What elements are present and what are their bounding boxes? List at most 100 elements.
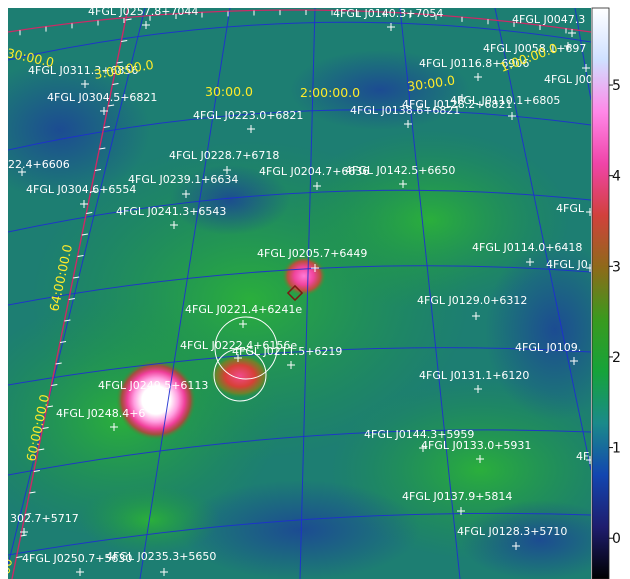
catalog-source[interactable]: 4FGL J0311.3+6856 xyxy=(28,64,138,88)
source-label: 4FGL J0250.7+5630 xyxy=(22,552,132,565)
catalog-source[interactable]: 4FGL J0144.3+5959 xyxy=(364,428,474,452)
source-label: 4FGL J0133.0+5931 xyxy=(421,439,531,452)
source-label: 4FGL J0138.6+6821 xyxy=(350,104,460,117)
tsmap-image: 4FGL J0257.8+7044 4FGL J0140.3+7054 4FGL J… xyxy=(0,5,630,579)
catalog-source[interactable]: 4FGL J0235.3+5650 xyxy=(106,550,216,576)
catalog-source[interactable]: 302.7+5717 xyxy=(10,512,79,536)
source-label: 4FGL J0304.5+6821 xyxy=(47,91,157,104)
source-label: 4FGL J0304.6+6554 xyxy=(26,183,136,196)
source-label: 4FGL J0 xyxy=(546,258,588,271)
colorbar-tick-label: 4 xyxy=(612,169,621,185)
catalog-source[interactable]: 4FGL J0248.4+6 xyxy=(56,407,145,431)
source-label: 4FGL J0248.4+6 xyxy=(56,407,145,420)
source-label: 4F xyxy=(576,450,589,463)
target-diamond-marker xyxy=(286,284,304,302)
catalog-source[interactable]: 4FGL J0228.7+6718 xyxy=(169,149,279,174)
catalog-source[interactable]: 4FGL J0128.3+5710 xyxy=(457,525,567,550)
source-label: 4FGL J0311.3+6856 xyxy=(28,64,138,77)
source-label: 4FGL J0223.0+6821 xyxy=(193,109,303,122)
catalog-source[interactable]: 4FGL J0250.7+5630 xyxy=(22,552,132,576)
catalog-source[interactable]: 4FGL J0241.3+6543 xyxy=(116,205,226,229)
source-label: 4FGL J0137.9+5814 xyxy=(402,490,512,503)
source-label: 4FGL J0228.7+6718 xyxy=(169,149,279,162)
coordinate-label: 00 xyxy=(0,557,15,576)
source-label: 4FGL J0257.8+7044 xyxy=(88,5,198,18)
colorbar: 0 1 2 3 4 5 xyxy=(591,7,621,579)
catalog-source[interactable]: 4FGL J0304.6+6554 xyxy=(26,183,136,208)
declination-ticked-line xyxy=(11,8,129,579)
coordinate-label: 30:00.0 xyxy=(406,72,456,94)
catalog-source[interactable]: 4FGL J0 xyxy=(546,258,594,272)
catalog-source[interactable]: 4FGL J0221.4+6241e xyxy=(185,303,302,328)
catalog-source[interactable]: 4FGL J0222.4+6156e xyxy=(180,339,297,362)
source-label: 22.4+6606 xyxy=(8,158,70,171)
catalog-source[interactable]: 4FGL J0057.5+6 xyxy=(544,64,630,86)
catalog-source[interactable]: 4FGL J0131.1+6120 xyxy=(419,369,529,393)
catalog-source[interactable]: 4FGL J0133.0+5931 xyxy=(421,439,531,463)
source-label: 4FGL J0128.2+6821 xyxy=(402,98,512,111)
catalog-source[interactable]: 4FGL J0138.6+6821 xyxy=(350,104,460,128)
catalog-source[interactable]: 4FGL J0205.7+6449 xyxy=(257,247,367,272)
catalog-source[interactable]: 4FGL J0142.5+6650 xyxy=(345,164,455,188)
catalog-source[interactable]: 4FGL J0109. xyxy=(515,341,581,365)
catalog-source[interactable]: 4FGL J0249.5+6113 xyxy=(98,379,208,403)
source-label: 4FGL J0110.1+6805 xyxy=(450,94,560,107)
source-label: 4FGL J0131.1+6120 xyxy=(419,369,529,382)
source-label: 4FGL J0057.5+6 xyxy=(544,73,630,86)
catalog-source[interactable]: 4FGL J0211.5+6219 xyxy=(232,345,342,369)
source-label: 302.7+5717 xyxy=(10,512,79,525)
source-label: 4FGL J0114.0+6418 xyxy=(472,241,582,254)
extended-source-ring-j0222 xyxy=(213,348,267,402)
catalog-source[interactable]: 4FGL J0110.1+6805 xyxy=(450,94,560,120)
extended-source-ring-j0221 xyxy=(214,316,278,380)
coordinate-label: 2:00:00.0 xyxy=(300,85,360,100)
source-label: 4FGL J0221.4+6241e xyxy=(185,303,302,316)
catalog-source[interactable]: 4FGL J0128.2+6821 xyxy=(402,94,512,111)
source-label: 4FGL J0204.7+6636 xyxy=(259,165,369,178)
catalog-source[interactable]: 4FGL J0129.0+6312 xyxy=(417,294,527,320)
source-label: 4FGL J0222.4+6156e xyxy=(180,339,297,352)
source-label: 4FGL J0109. xyxy=(515,341,581,354)
source-label: 4FGL J0142.5+6650 xyxy=(345,164,455,177)
catalog-sources: 4FGL J0257.8+7044 4FGL J0140.3+7054 4FGL J… xyxy=(8,5,630,576)
source-label: 4FGL J0239.1+6634 xyxy=(128,173,238,186)
catalog-source[interactable]: 4FGL J0140.3+7054 xyxy=(333,7,443,31)
source-blob-j0205 xyxy=(282,256,326,296)
source-label: 4FGL J0241.3+6543 xyxy=(116,205,226,218)
colorbar-strip xyxy=(591,7,610,579)
catalog-source[interactable]: 4FGL J0204.7+6636 xyxy=(259,165,369,190)
catalog-source[interactable]: 4FGL J0114.0+6418 xyxy=(472,241,582,266)
colorbar-tick-label: 2 xyxy=(612,350,621,366)
source-blob-j0222 xyxy=(210,354,270,398)
catalog-source[interactable]: 4FGL xyxy=(556,202,594,216)
catalog-source[interactable]: 4FGL J0116.8+6906 xyxy=(419,57,529,81)
catalog-source[interactable]: 4FGL J0304.5+6821 xyxy=(47,91,157,115)
catalog-source[interactable]: 4FGL J0239.1+6634 xyxy=(128,173,238,198)
source-label: 4FGL J0047.3 xyxy=(512,13,585,26)
source-label: 4FGL xyxy=(556,202,585,215)
source-label: 4FGL J0129.0+6312 xyxy=(417,294,527,307)
source-label: 4FGL J0211.5+6219 xyxy=(232,345,342,358)
catalog-source[interactable]: 4FGL J0257.8+7044 xyxy=(88,5,198,29)
source-label: 4FGL J0205.7+6449 xyxy=(257,247,367,260)
catalog-source[interactable]: 4FGL J0047.3 xyxy=(512,13,585,37)
catalog-source[interactable]: 4FGL J0058.1+697 xyxy=(483,42,586,55)
catalog-source[interactable]: 4FGL J0223.0+6821 xyxy=(193,109,303,133)
catalog-source[interactable]: 22.4+6606 xyxy=(8,158,70,176)
source-label: 4FGL J0235.3+5650 xyxy=(106,550,216,563)
colorbar-tick-label: 5 xyxy=(612,78,621,94)
source-label: 4FGL J0116.8+6906 xyxy=(419,57,529,70)
source-label: 4FGL J0128.3+5710 xyxy=(457,525,567,538)
source-label: 4FGL J0144.3+5959 xyxy=(364,428,474,441)
colorbar-tick-label: 0 xyxy=(612,531,621,547)
catalog-source[interactable]: 4FGL J0137.9+5814 xyxy=(402,490,512,515)
galactic-plane-line xyxy=(8,9,591,33)
catalog-source[interactable]: 4F xyxy=(576,450,594,464)
source-label: 4FGL J0249.5+6113 xyxy=(98,379,208,392)
colorbar-tick-label: 1 xyxy=(612,441,621,457)
colorbar-tick-label: 3 xyxy=(612,259,621,275)
source-label: 4FGL J0058.1+697 xyxy=(483,42,586,55)
axis-tick-marks xyxy=(16,10,567,558)
coordinate-label: 30:00.0 xyxy=(205,84,253,99)
